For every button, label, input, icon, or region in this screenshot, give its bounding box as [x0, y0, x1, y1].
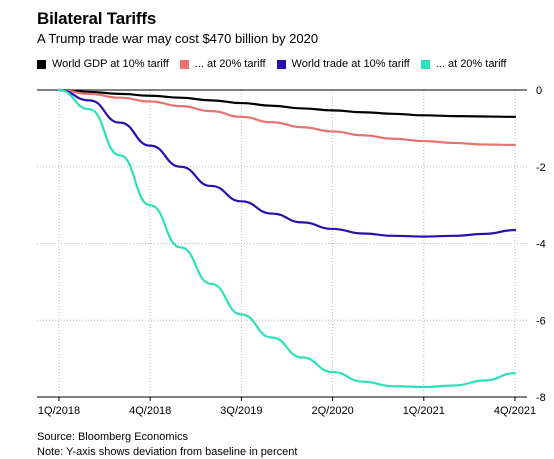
- y-tick-label: -8: [536, 392, 546, 404]
- legend-label: ... at 20% tariff: [194, 58, 266, 70]
- x-tick-label: 2Q/2020: [311, 405, 353, 417]
- legend-item-world-trade-10: World trade at 10% tariff: [276, 58, 410, 70]
- legend-swatch: [420, 59, 430, 69]
- y-tick-label: -4: [536, 239, 546, 251]
- legend-label: World GDP at 10% tariff: [52, 58, 169, 70]
- series-line-0: [57, 88, 517, 118]
- chart-title: Bilateral Tariffs: [37, 9, 157, 28]
- y-tick-label: 0: [536, 85, 542, 97]
- legend-item-world-gdp-20: ... at 20% tariff: [179, 58, 266, 70]
- x-tick-label: 4Q/2021: [494, 405, 536, 417]
- legend-label: ... at 20% tariff: [435, 58, 507, 70]
- x-tick-label: 4Q/2018: [129, 405, 171, 417]
- legend-item-world-gdp-10: World GDP at 10% tariff: [37, 58, 169, 70]
- series-line-3: [57, 88, 517, 389]
- series-line-1: [57, 88, 517, 146]
- legend: World GDP at 10% tariff ... at 20% tarif…: [37, 58, 517, 70]
- legend-swatch: [37, 59, 46, 69]
- x-tick-label: 3Q/2019: [220, 405, 262, 417]
- series-line-2: [57, 88, 517, 238]
- legend-label: World trade at 10% tariff: [291, 58, 410, 70]
- legend-item-world-trade-20: ... at 20% tariff: [420, 58, 507, 70]
- legend-swatch: [276, 59, 286, 69]
- source-note: Source: Bloomberg Economics: [37, 431, 189, 443]
- y-tick-label: -6: [536, 315, 546, 327]
- chart-subtitle: A Trump trade war may cost $470 billion …: [37, 31, 319, 46]
- legend-swatch: [179, 59, 189, 69]
- x-tick-label: 1Q/2021: [403, 405, 445, 417]
- footnote: Note: Y-axis shows deviation from baseli…: [37, 446, 298, 458]
- x-tick-label: 1Q/2018: [38, 405, 80, 417]
- y-tick-label: -2: [536, 162, 546, 174]
